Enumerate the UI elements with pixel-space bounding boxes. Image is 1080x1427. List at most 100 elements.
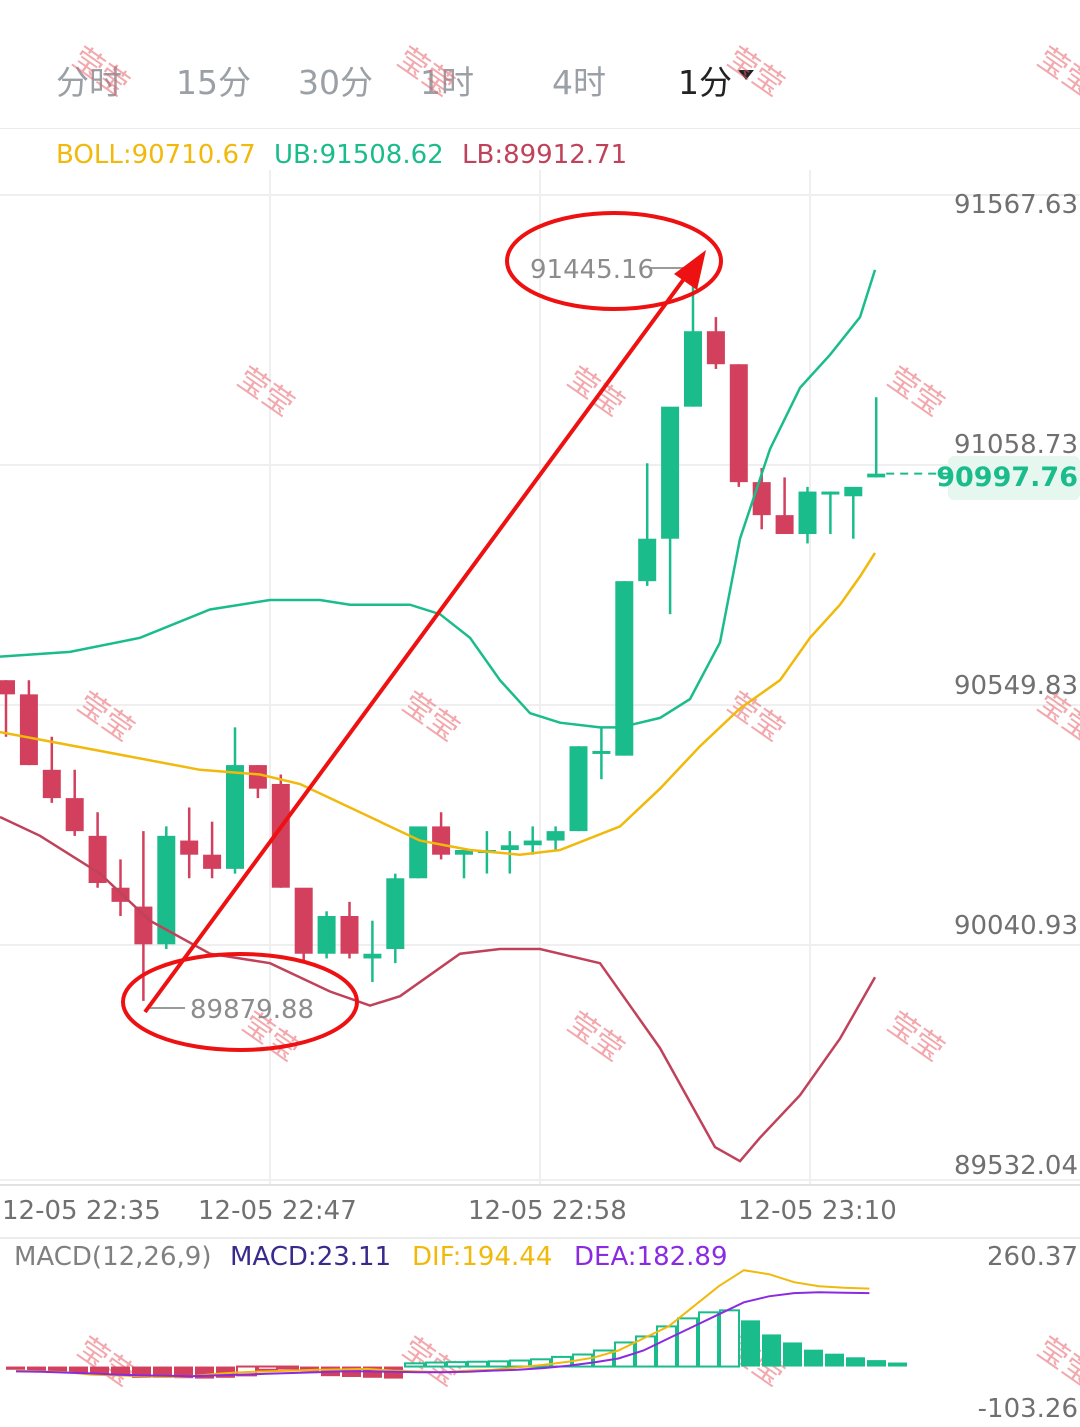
boll-value: BOLL:90710.67 xyxy=(56,140,256,170)
price-label: 91567.63 xyxy=(953,190,1078,220)
candle-body xyxy=(409,826,428,879)
trend-arrow-line xyxy=(143,266,694,1014)
candle-body xyxy=(340,916,359,954)
macd-bar xyxy=(216,1366,235,1378)
macd-bar xyxy=(27,1366,46,1371)
tab-4h[interactable]: 4时 xyxy=(552,63,606,102)
macd-panel xyxy=(6,1269,907,1379)
candle-body xyxy=(317,916,336,954)
macd-bar xyxy=(300,1366,319,1372)
watermark-text: 莹莹 xyxy=(231,361,300,424)
macd-bar xyxy=(174,1366,193,1379)
watermark-text: 莹莹 xyxy=(71,686,140,749)
watermark-text: 莹莹 xyxy=(881,1006,950,1069)
chevron-down-icon[interactable] xyxy=(738,70,754,80)
candle-body xyxy=(386,878,405,950)
candle-body xyxy=(661,406,680,539)
watermark-text: 莹莹 xyxy=(1031,1331,1080,1394)
current-price-tag: 90997.76 xyxy=(936,456,1080,500)
candle-body xyxy=(729,364,748,483)
macd-axis-bottom: -103.26 xyxy=(977,1394,1078,1424)
candle-body xyxy=(363,953,382,959)
macd-bar xyxy=(467,1360,488,1368)
macd-bar xyxy=(656,1325,677,1368)
candle-body xyxy=(134,906,153,945)
tab-15m[interactable]: 15分 xyxy=(176,63,251,102)
candle-body xyxy=(271,783,290,888)
dea-line xyxy=(15,1291,870,1378)
macd-bar xyxy=(153,1366,172,1378)
tab-1h[interactable]: 1时 xyxy=(420,63,474,102)
annotations: 91445.16 89879.88 xyxy=(121,211,723,1052)
time-label: 12-05 22:35 xyxy=(2,1196,161,1226)
time-label: 12-05 23:10 xyxy=(738,1196,897,1226)
candle-body xyxy=(867,473,886,478)
watermark-text: 莹莹 xyxy=(391,41,460,104)
high-price-label: 91445.16 xyxy=(530,255,654,285)
candle-body xyxy=(706,331,725,365)
period-tabs: 分时 15分 30分 1时 4时 1分 xyxy=(0,0,1080,129)
time-label: 12-05 22:58 xyxy=(468,1196,627,1226)
grid-lines xyxy=(0,170,1080,1239)
tab-1m[interactable]: 1分 xyxy=(678,63,732,102)
boll-lines xyxy=(0,269,948,1163)
macd-bar xyxy=(783,1342,802,1367)
macd-bar xyxy=(257,1365,278,1371)
macd-bar xyxy=(846,1357,865,1367)
candle-body xyxy=(684,331,702,407)
candle-body xyxy=(775,515,794,535)
macd-bar xyxy=(446,1361,467,1368)
candle-body xyxy=(0,680,15,695)
candle-body xyxy=(592,750,611,754)
macd-bar xyxy=(719,1309,740,1368)
macd-bar xyxy=(6,1366,25,1370)
candle-body xyxy=(203,854,222,869)
candle-body xyxy=(42,769,61,799)
candle-body xyxy=(844,486,863,497)
candle-body xyxy=(500,845,519,850)
macd-bar xyxy=(48,1366,67,1372)
candle-body xyxy=(432,826,451,855)
trend-arrow-head xyxy=(674,250,706,290)
macd-bar xyxy=(804,1349,823,1367)
candle-body xyxy=(294,887,313,954)
watermark-text: 莹莹 xyxy=(561,1006,630,1069)
dea-value: DEA:182.89 xyxy=(574,1242,728,1272)
candle-body xyxy=(248,765,267,789)
macd-bar xyxy=(111,1366,130,1376)
watermark-text: 莹莹 xyxy=(721,41,790,104)
macd-bar xyxy=(867,1360,886,1367)
price-label: 89532.04 xyxy=(953,1151,1078,1181)
macd-bar xyxy=(404,1362,425,1368)
candle-body xyxy=(569,746,588,832)
tab-30m[interactable]: 30分 xyxy=(298,63,373,102)
candle-body xyxy=(65,798,84,832)
macd-bar xyxy=(762,1334,781,1367)
macd-axis-top: 260.37 xyxy=(987,1242,1078,1272)
candles xyxy=(0,262,886,1001)
watermark-text: 莹莹 xyxy=(396,686,465,749)
candle-body xyxy=(821,491,840,495)
watermark-text: 莹莹 xyxy=(881,361,950,424)
candle-body xyxy=(88,835,107,883)
tab-timeshare[interactable]: 分时 xyxy=(56,63,122,102)
time-label: 12-05 22:47 xyxy=(198,1196,357,1226)
boll-mid-line xyxy=(0,552,877,856)
low-highlight-circle xyxy=(121,952,359,1052)
candle-body xyxy=(523,840,542,846)
macd-bar xyxy=(741,1320,760,1367)
candle-body xyxy=(798,491,817,535)
boll-upper-line xyxy=(0,269,877,729)
macd-bar xyxy=(90,1366,109,1374)
macd-bar xyxy=(530,1358,551,1368)
macd-bar xyxy=(69,1366,88,1373)
high-highlight-circle xyxy=(505,211,723,311)
watermark-text: 莹莹 xyxy=(561,361,630,424)
price-label: 90549.83 xyxy=(953,671,1078,701)
candle-body xyxy=(638,538,657,582)
macd-bar xyxy=(825,1353,844,1367)
candle-body xyxy=(752,482,771,516)
boll-lower-value: LB:89912.71 xyxy=(462,140,628,170)
macd-bar xyxy=(698,1311,719,1368)
